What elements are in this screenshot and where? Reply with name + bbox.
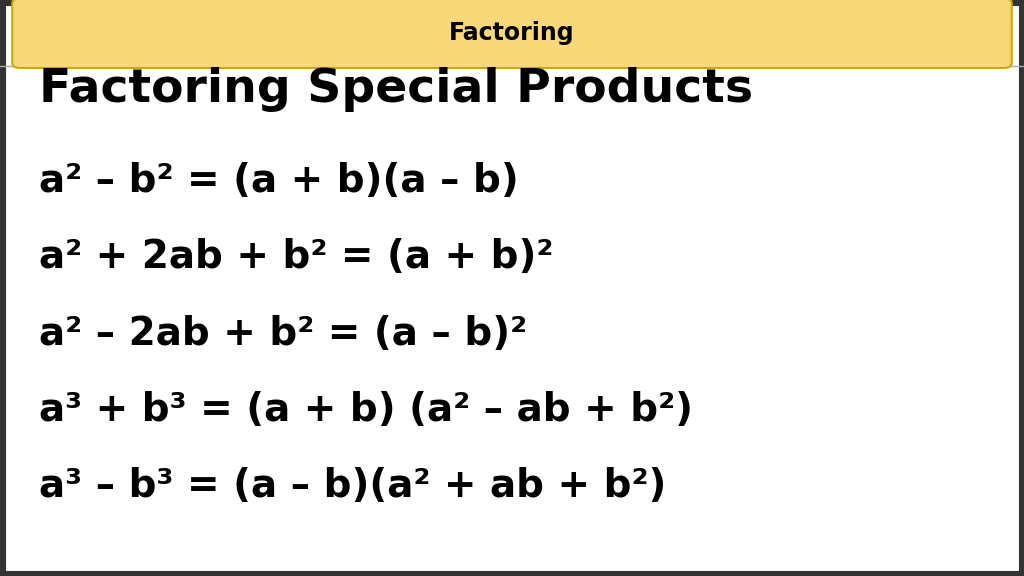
Text: a² – 2ab + b² = (a – b)²: a² – 2ab + b² = (a – b)² (39, 314, 527, 353)
Text: Factoring: Factoring (450, 21, 574, 45)
Text: a³ + b³ = (a + b) (a² – ab + b²): a³ + b³ = (a + b) (a² – ab + b²) (39, 391, 693, 429)
Text: a³ – b³ = (a – b)(a² + ab + b²): a³ – b³ = (a – b)(a² + ab + b²) (39, 467, 667, 505)
Text: a² – b² = (a + b)(a – b): a² – b² = (a + b)(a – b) (39, 162, 519, 200)
Text: Factoring Special Products: Factoring Special Products (39, 67, 753, 112)
Text: a² + 2ab + b² = (a + b)²: a² + 2ab + b² = (a + b)² (39, 238, 553, 276)
FancyBboxPatch shape (12, 0, 1012, 68)
